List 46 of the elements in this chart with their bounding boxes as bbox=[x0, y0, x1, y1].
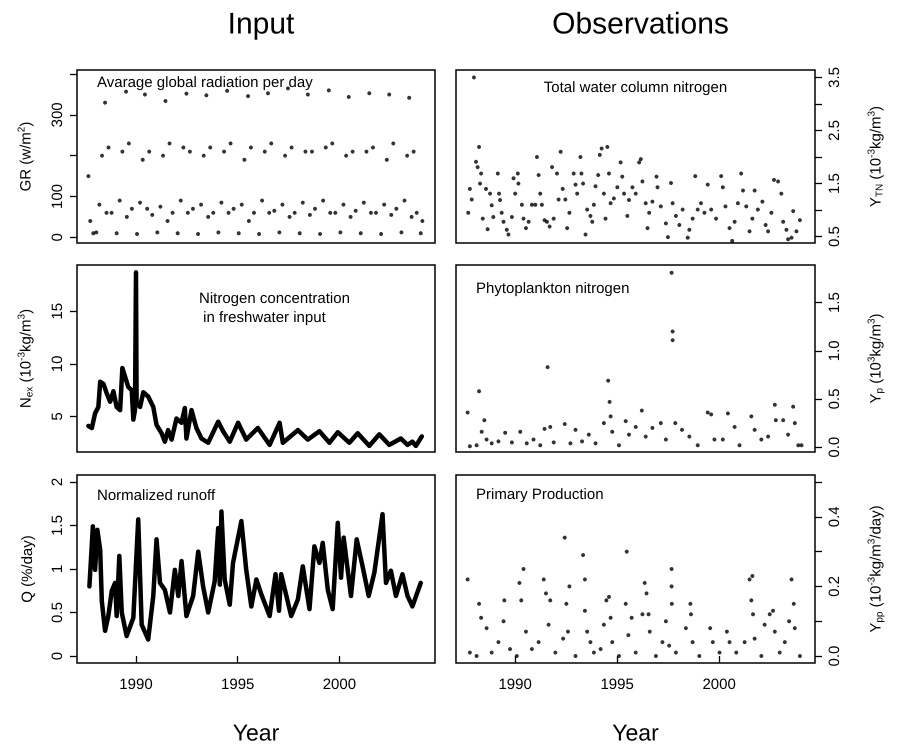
y2-tick-label: 0.4 bbox=[826, 506, 843, 528]
y2-axis-title: Ypp (10-3kg/m3/day) bbox=[866, 505, 886, 633]
y-axis-title: Q (%/day) bbox=[19, 535, 36, 603]
chart-title: Input bbox=[228, 8, 296, 40]
y-tick-label: 0.5 bbox=[49, 602, 66, 623]
chart-title: Observations bbox=[552, 8, 729, 40]
y-tick-label: 1.5 bbox=[49, 515, 66, 536]
y2-tick-label: 0.0 bbox=[826, 646, 843, 666]
annotation: Primary Production bbox=[476, 486, 604, 503]
x-axis-title: Year bbox=[612, 720, 660, 746]
line-series bbox=[87, 509, 424, 642]
x-tick-label: 1990 bbox=[498, 676, 532, 693]
x-tick-label: 2000 bbox=[702, 676, 736, 693]
y2-tick-label: 0.2 bbox=[826, 576, 843, 597]
annotation: Avarage global radiation per day bbox=[97, 74, 314, 91]
x-tick-label: 1990 bbox=[119, 676, 153, 693]
y-axis-title: GR (w/m2) bbox=[16, 122, 34, 192]
y-tick-label: 5 bbox=[49, 412, 66, 421]
y2-axis-title: Yp (103kg/m3) bbox=[866, 313, 886, 404]
y2-tick-label: 2.5 bbox=[826, 120, 843, 141]
y2-tick-label: 1.0 bbox=[826, 340, 843, 362]
annotation: Phytoplankton nitrogen bbox=[476, 280, 630, 297]
y2-tick-label: 1.5 bbox=[826, 173, 843, 194]
line-series bbox=[86, 270, 424, 448]
annotation: Nitrogen concentration in freshwater input bbox=[199, 290, 350, 326]
y2-tick-label: 0.0 bbox=[826, 436, 843, 458]
y-tick-label: 100 bbox=[49, 184, 66, 209]
y-tick-label: 300 bbox=[49, 102, 66, 128]
y2-axis-title: YTN (10-3kg/m3) bbox=[866, 106, 886, 208]
annotation: Total water column nitrogen bbox=[544, 79, 728, 96]
y2-tick-label: 0.5 bbox=[826, 226, 843, 248]
x-axis-title: Year bbox=[232, 720, 280, 746]
y2-tick-label: 1.5 bbox=[826, 292, 843, 314]
y-tick-label: 15 bbox=[49, 302, 66, 320]
y2-tick-label: 0.5 bbox=[826, 388, 843, 410]
y-tick-label: 2 bbox=[49, 478, 66, 486]
y-axis-title: Nex (10-3kg/m3) bbox=[16, 308, 36, 408]
y-tick-label: 0 bbox=[49, 233, 66, 242]
y2-tick-label: 3.5 bbox=[826, 67, 843, 88]
annotation: Normalized runoff bbox=[97, 487, 216, 504]
y-tick-label: 0 bbox=[49, 652, 66, 660]
x-tick-label: 2000 bbox=[322, 676, 356, 693]
y-tick-label: 10 bbox=[49, 356, 66, 372]
y-tick-label: 1 bbox=[49, 564, 66, 574]
x-tick-label: 1995 bbox=[221, 676, 254, 693]
x-tick-label: 1995 bbox=[600, 676, 634, 693]
